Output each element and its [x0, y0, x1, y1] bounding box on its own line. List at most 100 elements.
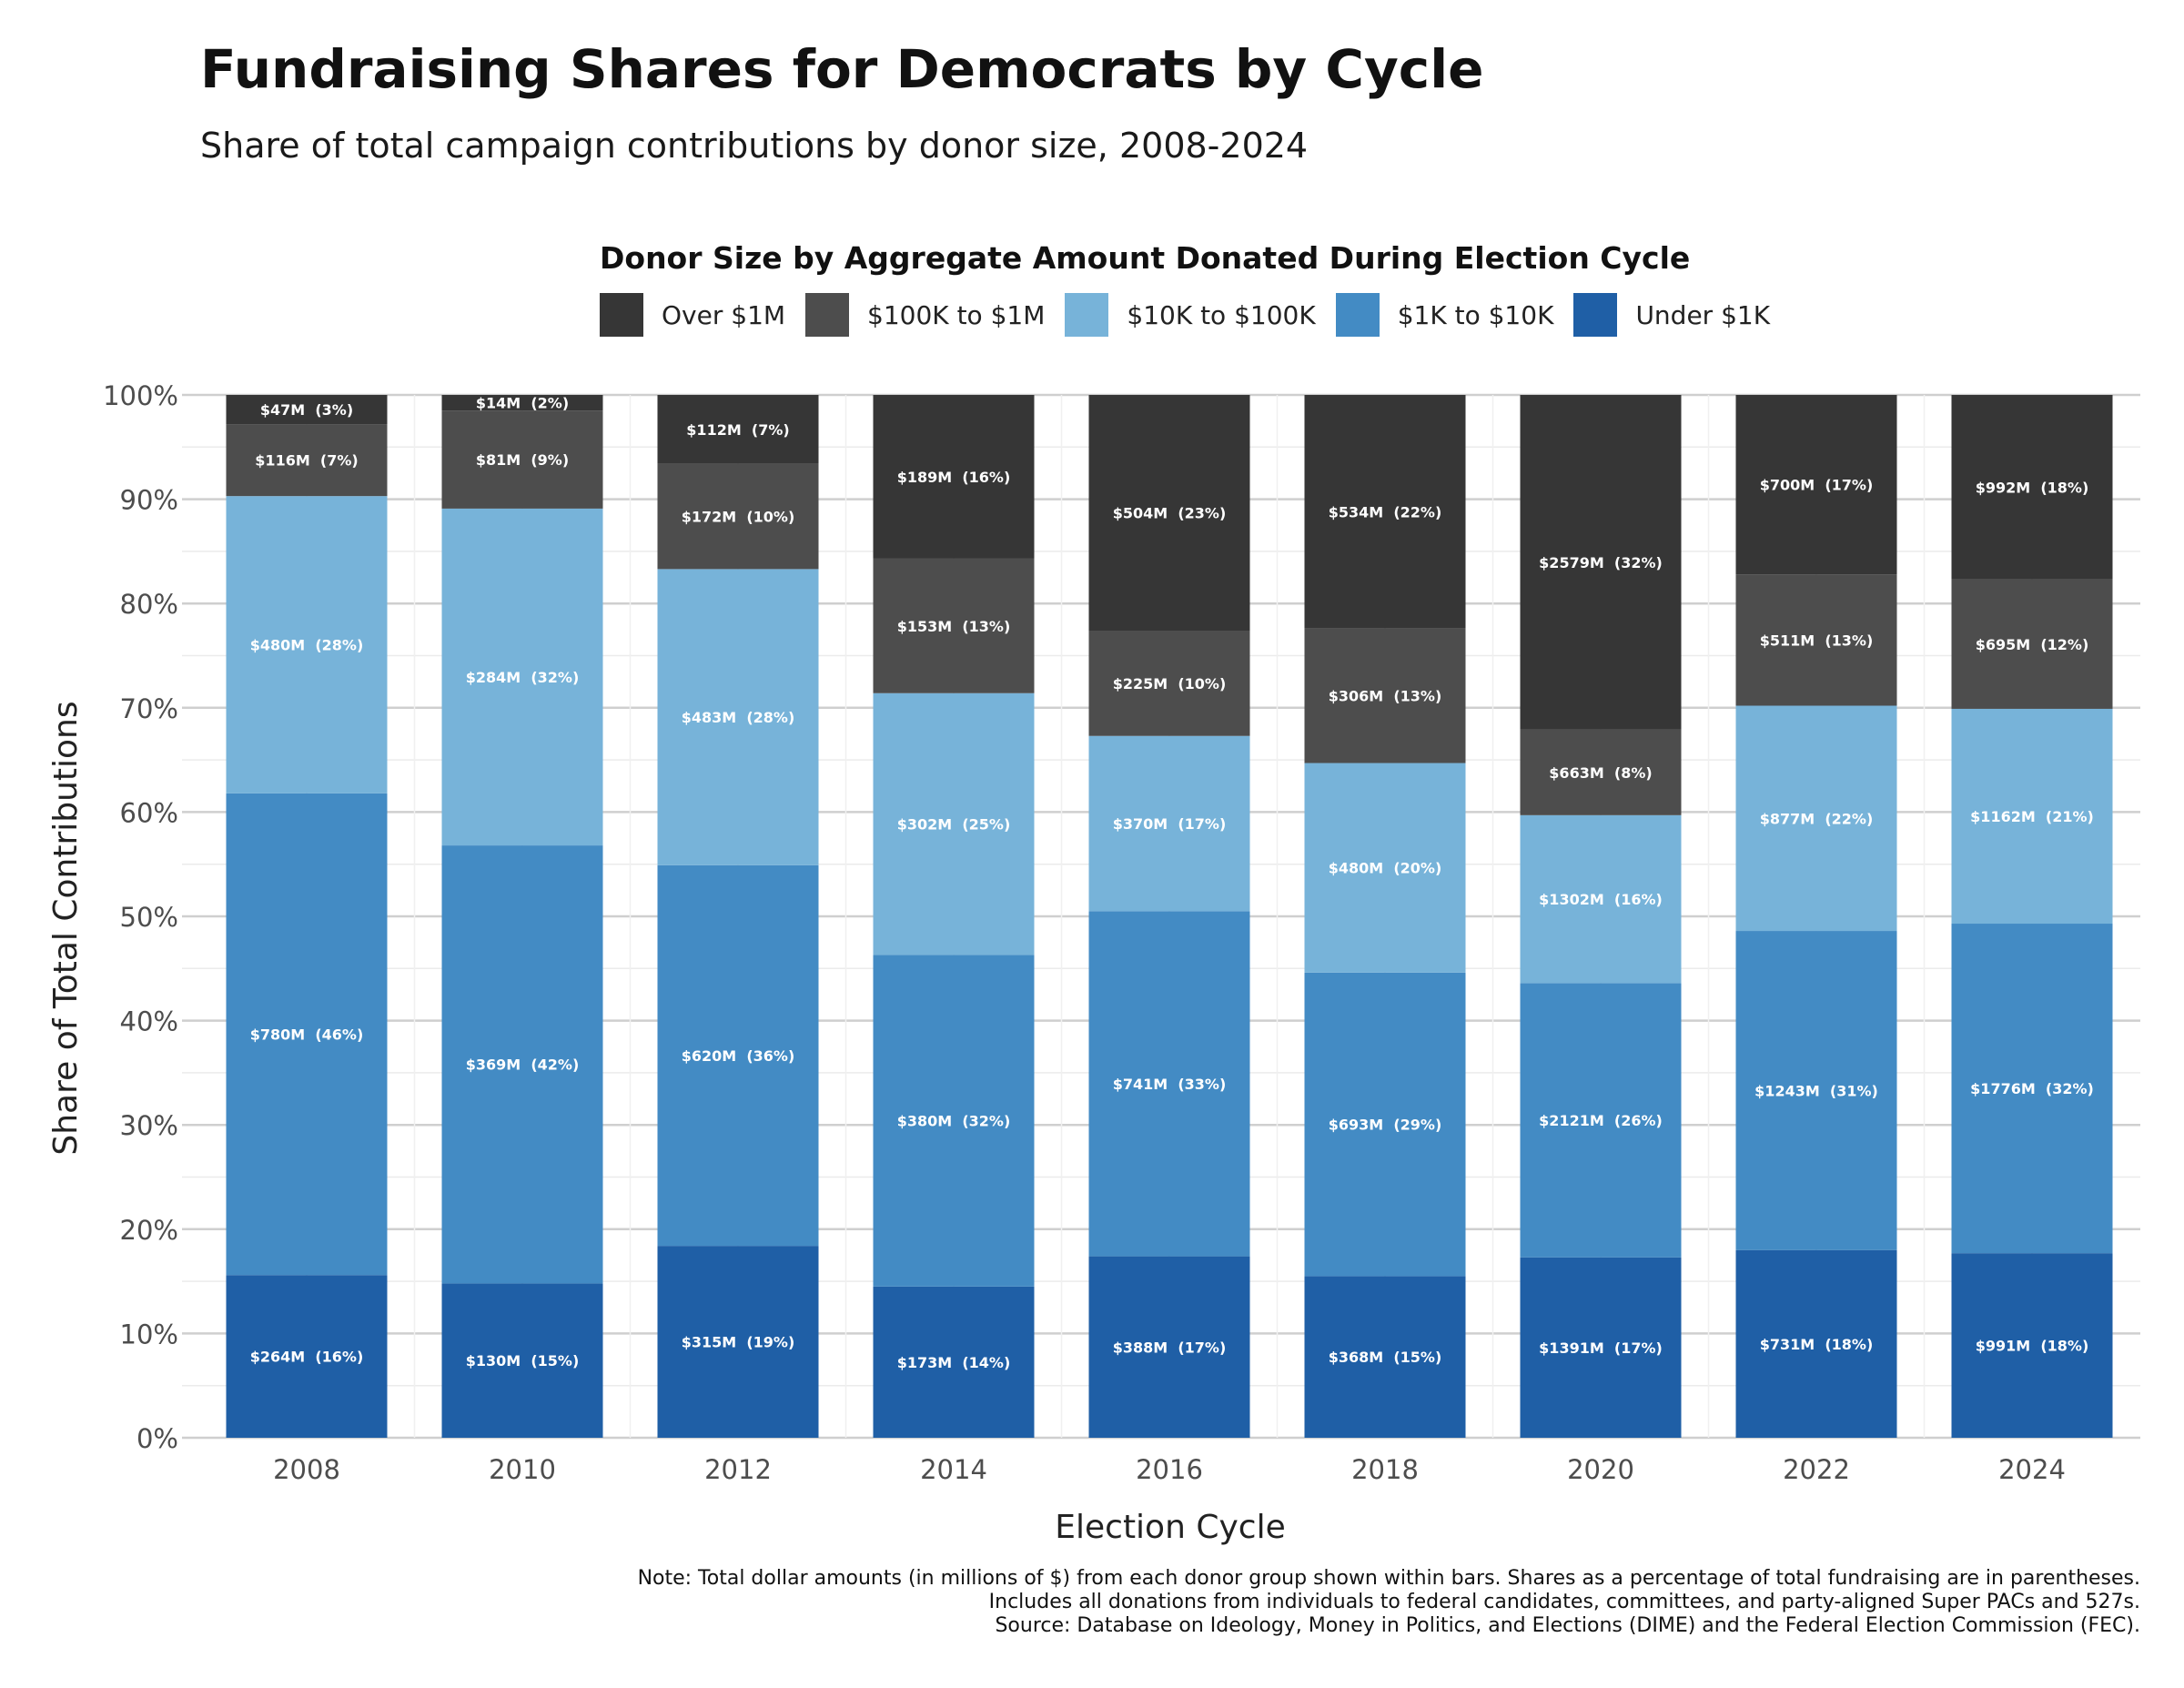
y-tick-label: 60% [120, 797, 178, 828]
x-tick-label: 2024 [1998, 1454, 2066, 1485]
bar-segment [1735, 705, 1897, 932]
bar-data-label: $388M (17%) [1113, 1339, 1227, 1356]
bar-data-label: $225M (10%) [1113, 675, 1227, 692]
bar-segment [1735, 931, 1897, 1250]
bar-segment [1520, 395, 1682, 730]
bar-segment [657, 1246, 819, 1438]
x-tick-label: 2008 [273, 1454, 340, 1485]
bar-segment [1951, 579, 2113, 709]
bar-data-label: $693M (29%) [1329, 1117, 1442, 1134]
legend-swatch [1335, 293, 1380, 337]
bar-data-label: $130M (15%) [466, 1352, 580, 1370]
x-axis-title: Election Cycle [1055, 1509, 1285, 1546]
y-tick-label: 80% [120, 589, 178, 620]
legend-label: Under $1K [1635, 299, 1771, 330]
y-axis-title: Share of Total Contributions [47, 701, 85, 1155]
legend: Over $1M $100K to $1M $10K to $100K $1K to … [600, 291, 1790, 339]
bar-data-label: $116M (7%) [255, 452, 358, 470]
legend-swatch [1573, 293, 1618, 337]
bar-segment [1304, 395, 1466, 629]
bar-data-label: $663M (8%) [1549, 764, 1652, 782]
y-tick-label: 40% [120, 1006, 178, 1037]
chart-title: Fundraising Shares for Democrats by Cycl… [200, 38, 1484, 100]
bar-segment [657, 395, 819, 464]
legend-item: $1K to $10K [1335, 293, 1553, 337]
source-note: Note: Total dollar amounts (in millions … [638, 1567, 2140, 1638]
bar-segment [226, 395, 388, 425]
bar-segment [657, 569, 819, 865]
bar-data-label: $2579M (32%) [1539, 554, 1663, 571]
bar-segment [1088, 630, 1250, 736]
bar-data-label: $620M (36%) [682, 1047, 795, 1065]
bar-layer: $264M (16%) $780M (46%) $480M (28%) $116M (… [226, 395, 2113, 1438]
bar-data-label: $1302M (16%) [1539, 891, 1663, 908]
x-tick-label: 2022 [1783, 1454, 1850, 1485]
bar-segment [1735, 574, 1897, 706]
bar-data-label: $284M (32%) [466, 669, 580, 686]
bar-data-label: $1391M (17%) [1539, 1339, 1663, 1357]
x-tick-label: 2020 [1567, 1454, 1634, 1485]
legend-label: $10K to $100K [1127, 299, 1316, 330]
bar-data-label: $480M (28%) [250, 636, 364, 653]
bar-data-label: $172M (10%) [682, 509, 795, 526]
bar-data-label: $306M (13%) [1329, 688, 1442, 705]
legend-label: Over $1M [662, 299, 786, 330]
bar-segment [1304, 972, 1466, 1277]
note-line-3: Source: Database on Ideology, Money in P… [995, 1614, 2140, 1637]
bar-data-label: $302M (25%) [897, 816, 1011, 834]
bar-segment [441, 508, 603, 846]
bar-segment [1088, 1256, 1250, 1438]
bar-data-label: $877M (22%) [1760, 810, 1874, 827]
bar-segment [1304, 1276, 1466, 1438]
bar-data-label: $695M (12%) [1976, 636, 2089, 653]
y-tick-label: 50% [120, 902, 178, 933]
bar-segment [1520, 1257, 1682, 1438]
bar-data-label: $483M (28%) [682, 709, 795, 726]
bar-data-label: $112M (7%) [686, 421, 789, 439]
legend-swatch [805, 293, 850, 337]
bar-data-label: $504M (23%) [1113, 504, 1227, 521]
legend-swatch [600, 293, 643, 337]
bar-data-label: $315M (19%) [682, 1334, 795, 1351]
legend-item: $100K to $1M [805, 293, 1045, 337]
bar-segment [441, 845, 603, 1284]
bar-data-label: $534M (22%) [1329, 503, 1442, 521]
bar-data-label: $511M (13%) [1760, 632, 1874, 649]
bar-segment [1304, 628, 1466, 763]
bar-segment [441, 1283, 603, 1438]
bar-segment [226, 1275, 388, 1438]
legend-swatch [1065, 293, 1109, 337]
y-tick-label: 0% [136, 1423, 178, 1454]
bar-segment [226, 424, 388, 497]
bar-data-label: $1243M (31%) [1754, 1082, 1878, 1099]
legend-item: Over $1M [600, 293, 785, 337]
x-tick-label: 2016 [1136, 1454, 1203, 1485]
bar-data-label: $264M (16%) [250, 1349, 364, 1366]
bar-segment [1951, 924, 2113, 1254]
bar-data-label: $992M (18%) [1976, 479, 2089, 496]
bar-data-label: $47M (3%) [260, 401, 353, 419]
bar-data-label: $1162M (21%) [1970, 808, 2094, 825]
bar-segment [1520, 983, 1682, 1258]
bar-segment [1735, 1249, 1897, 1438]
bar-segment [1735, 395, 1897, 575]
bar-data-label: $700M (17%) [1760, 477, 1874, 494]
bar-data-label: $741M (33%) [1113, 1076, 1227, 1093]
bar-segment [1088, 735, 1250, 912]
bar-data-label: $189M (16%) [897, 469, 1011, 486]
bar-data-label: $780M (46%) [250, 1026, 364, 1043]
bar-data-label: $991M (18%) [1976, 1338, 2089, 1355]
bar-segment [1951, 708, 2113, 925]
bar-segment [1304, 763, 1466, 973]
y-tick-label: 100% [103, 380, 178, 411]
bar-segment [873, 395, 1035, 559]
bar-data-label: $1776M (32%) [1970, 1080, 2094, 1097]
bar-segment [1951, 395, 2113, 580]
bar-segment [1520, 814, 1682, 984]
bar-data-label: $81M (9%) [476, 451, 569, 469]
bar-segment [1088, 911, 1250, 1257]
legend-label: $100K to $1M [867, 299, 1046, 330]
bar-segment [1951, 1253, 2113, 1438]
bar-segment [226, 793, 388, 1276]
